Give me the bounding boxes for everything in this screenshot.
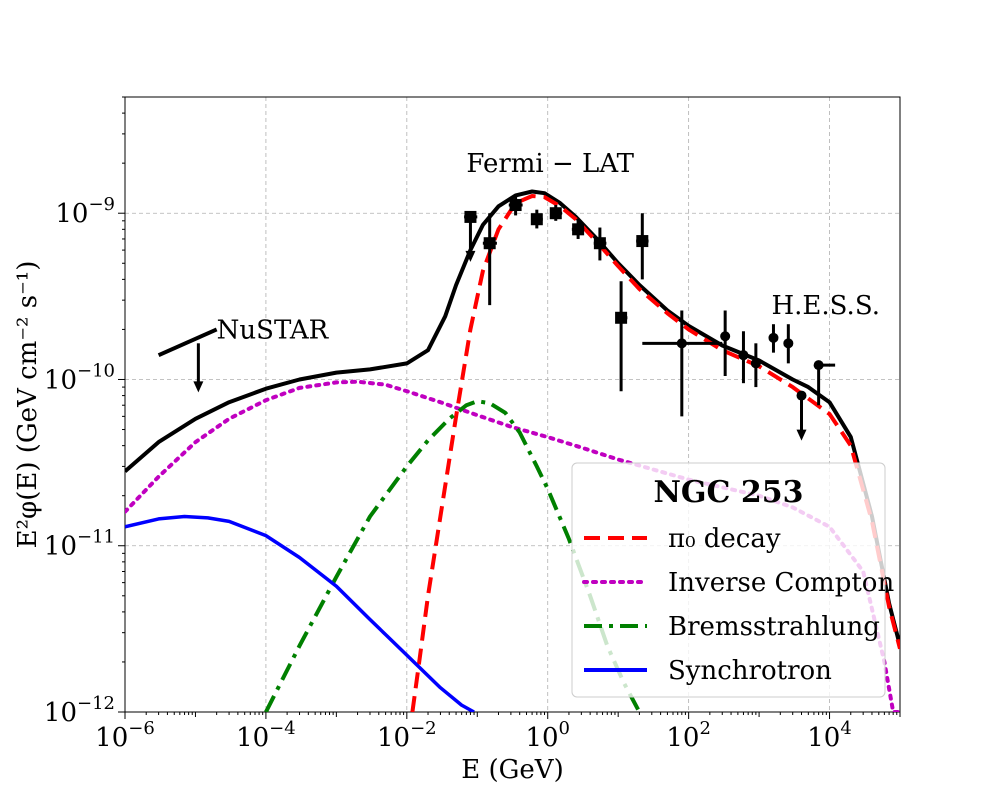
square-marker [549,207,562,220]
square-marker [509,199,522,212]
data-point [642,310,723,417]
legend-label-pi0: π₀ decay [668,524,781,554]
square-marker [530,213,543,226]
data-point [783,324,794,364]
data-point [750,343,761,388]
legend-title: NGC 253 [654,475,804,510]
circle-marker [676,338,687,349]
data-point [813,360,836,406]
data-point [530,209,543,229]
square-marker [464,210,477,223]
curve-pi0 [410,194,900,712]
circle-marker [768,332,779,343]
legend-label-sync: Synchrotron [668,656,832,686]
x-tick-label: 100 [525,718,570,753]
curve-total [125,189,900,647]
data-point [571,219,585,239]
curve-ic [125,379,900,712]
y-tick-label: 10−9 [55,194,115,229]
x-tick-label: 10−2 [377,718,437,753]
x-tick-label: 10−6 [95,718,155,753]
data-point [636,213,649,280]
y-tick-label: 10−11 [44,527,115,562]
x-axis-label: E (GeV) [461,755,563,785]
legend: NGC 253 π₀ decay Inverse Compton Bremsstra… [571,462,894,698]
square-marker [483,237,496,250]
circle-marker [738,350,749,361]
axes: 10−6 10−4 10−2 100 102 104 10−12 10−11 10−10 10−9 [44,96,901,753]
circle-marker [783,338,794,349]
nustar-limit-bar [157,327,218,358]
annotation-hess: H.E.S.S. [771,291,879,321]
curve-sync [125,514,475,712]
legend-entries: π₀ decay Inverse Compton Bremsstrahlung Syn… [582,524,894,686]
square-marker [593,237,606,250]
y-tick-label: 10−10 [44,360,115,395]
square-marker [636,235,649,248]
x-tick-label: 104 [807,718,852,753]
data-point [508,195,523,216]
data-points [157,195,836,441]
data-point [593,227,607,261]
data-point [615,281,628,392]
data-point [464,210,478,262]
plot-frame [124,96,901,713]
x-tick-label: 10−4 [236,718,296,753]
annotation-nustar: NuSTAR [217,315,330,345]
square-marker [615,311,628,324]
legend-box [571,462,886,698]
upper-limit-arrow [796,429,807,441]
data-point [768,324,779,353]
model-curves [125,189,900,712]
circle-marker [720,331,731,342]
legend-label-brems: Bremsstrahlung [668,612,880,642]
x-tick-label: 102 [666,718,711,753]
data-point [482,213,497,306]
data-point [796,390,807,441]
upper-limit-arrow [465,250,476,262]
circle-marker [796,390,807,401]
y-axis-label: E²φ(E) (GeV cm⁻² s⁻¹) [13,261,43,549]
data-point [720,310,731,376]
nustar-limit-arrow [193,381,204,393]
circle-marker [813,360,824,371]
annotations: NuSTAR Fermi − LAT H.E.S.S. [217,149,880,345]
y-tick-label: 10−12 [44,693,115,728]
annotation-fermi-lat: Fermi − LAT [466,149,634,179]
legend-label-ic: Inverse Compton [668,568,894,598]
circle-marker [750,358,761,369]
data-point [738,331,749,384]
square-marker [572,223,585,236]
nustar-limit [157,327,218,393]
data-point [549,205,563,221]
